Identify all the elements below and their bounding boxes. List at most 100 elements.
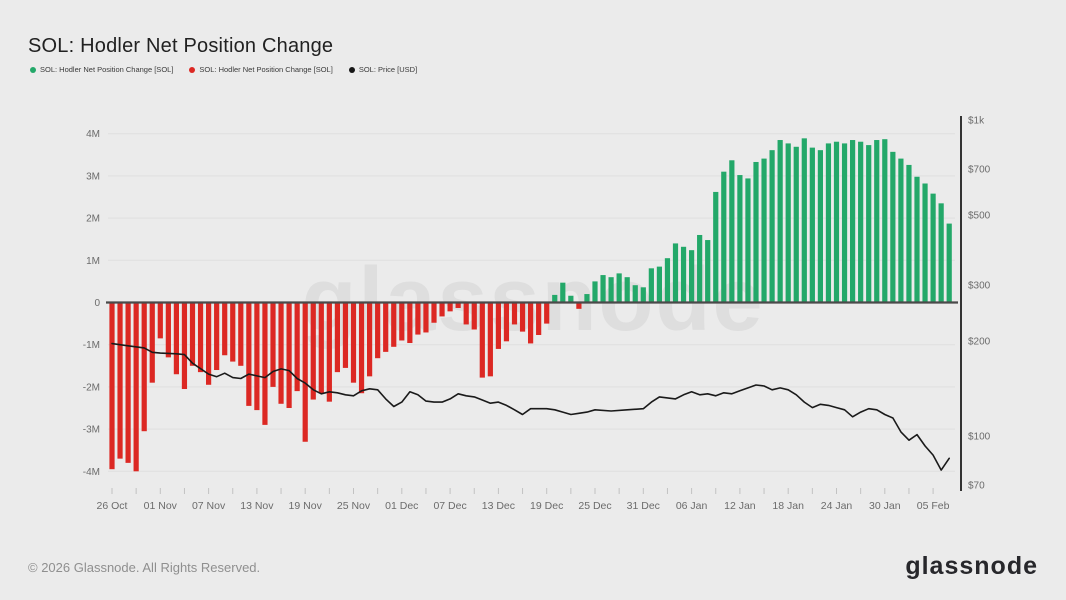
hnpc-bar[interactable] [608, 277, 614, 303]
hnpc-bar[interactable] [383, 302, 389, 352]
hnpc-bar[interactable] [785, 143, 791, 303]
hnpc-bar[interactable] [866, 145, 872, 303]
hnpc-bar[interactable] [375, 302, 381, 359]
legend-item-2[interactable]: SOL: Price [USD] [348, 65, 417, 74]
hnpc-bar[interactable] [664, 258, 671, 303]
hnpc-bar[interactable] [125, 302, 131, 463]
hnpc-bar[interactable] [745, 178, 751, 303]
hnpc-bar[interactable] [326, 302, 332, 402]
hnpc-bar[interactable] [793, 146, 799, 303]
hnpc-bar[interactable] [189, 302, 196, 366]
hnpc-bar[interactable] [214, 302, 220, 371]
hnpc-bar[interactable] [890, 151, 896, 303]
hnpc-bar[interactable] [286, 302, 292, 409]
hnpc-bar[interactable] [825, 143, 832, 303]
hnpc-bar[interactable] [616, 273, 622, 303]
hnpc-bar[interactable] [447, 302, 453, 312]
hnpc-bar[interactable] [850, 140, 856, 303]
hnpc-bar[interactable] [906, 164, 912, 303]
hnpc-bar[interactable] [833, 141, 840, 303]
hnpc-bar[interactable] [648, 268, 654, 303]
hnpc-bar[interactable] [254, 302, 260, 411]
hnpc-bar[interactable] [930, 193, 936, 303]
hnpc-bar[interactable] [680, 246, 687, 303]
hnpc-bar[interactable] [769, 150, 775, 303]
hnpc-bar[interactable] [246, 302, 252, 406]
hnpc-bar[interactable] [117, 302, 123, 459]
hnpc-bar[interactable] [318, 302, 324, 394]
hnpc-bar[interactable] [230, 302, 236, 362]
legend-item-1[interactable]: SOL: Hodler Net Position Change [SOL] [189, 65, 333, 74]
hnpc-bar[interactable] [705, 240, 711, 303]
hnpc-bar[interactable] [697, 234, 703, 303]
hnpc-bar[interactable] [632, 285, 638, 303]
hnpc-bar[interactable] [721, 171, 727, 303]
hnpc-bar[interactable] [270, 302, 276, 387]
legend-item-0[interactable]: SOL: Hodler Net Position Change [SOL] [30, 65, 173, 74]
hnpc-bar[interactable] [640, 287, 646, 303]
hnpc-bar[interactable] [874, 140, 880, 303]
hnpc-bar[interactable] [809, 147, 815, 303]
hnpc-bar[interactable] [399, 302, 405, 341]
hnpc-bar[interactable] [173, 302, 179, 375]
hnpc-bar[interactable] [294, 302, 300, 392]
hnpc-bar[interactable] [544, 302, 550, 324]
hnpc-bar[interactable] [222, 302, 228, 356]
hnpc-bar[interactable] [713, 191, 719, 303]
hnpc-bar[interactable] [938, 203, 944, 303]
hnpc-bar[interactable] [552, 294, 558, 303]
hnpc-bar[interactable] [157, 302, 163, 339]
hnpc-bar[interactable] [181, 302, 188, 390]
hnpc-bar[interactable] [817, 150, 823, 303]
hnpc-bar[interactable] [109, 302, 115, 470]
hnpc-bar[interactable] [536, 302, 542, 335]
hnpc-bar[interactable] [841, 143, 848, 303]
hnpc-bar[interactable] [858, 141, 864, 303]
hnpc-bar[interactable] [761, 158, 767, 303]
hnpc-bar[interactable] [511, 302, 518, 325]
hnpc-bar[interactable] [729, 160, 735, 303]
hnpc-bar[interactable] [584, 294, 590, 303]
hnpc-bar[interactable] [882, 139, 888, 303]
hnpc-bar[interactable] [133, 302, 139, 472]
hnpc-bar[interactable] [495, 302, 501, 349]
hnpc-bar[interactable] [592, 281, 598, 303]
hnpc-bar[interactable] [576, 302, 582, 309]
hnpc-bar[interactable] [367, 302, 373, 377]
hnpc-bar[interactable] [487, 302, 493, 377]
hnpc-bar[interactable] [801, 138, 807, 303]
hnpc-bar[interactable] [922, 183, 928, 303]
hnpc-bar[interactable] [672, 243, 679, 303]
hnpc-bar[interactable] [358, 302, 365, 394]
hnpc-bar[interactable] [407, 302, 413, 344]
hnpc-bar[interactable] [197, 302, 204, 373]
hnpc-bar[interactable] [914, 176, 920, 303]
hnpc-bar[interactable] [479, 302, 485, 378]
hnpc-bar[interactable] [334, 302, 340, 373]
hnpc-bar[interactable] [302, 302, 308, 442]
hnpc-bar[interactable] [560, 282, 566, 303]
hnpc-bar[interactable] [141, 302, 147, 432]
hnpc-bar[interactable] [624, 277, 630, 303]
hnpc-bar[interactable] [238, 302, 244, 366]
hnpc-bar[interactable] [777, 140, 783, 303]
hnpc-bar[interactable] [149, 302, 155, 383]
hnpc-bar[interactable] [206, 302, 212, 385]
hnpc-bar[interactable] [471, 302, 477, 330]
hnpc-bar[interactable] [946, 223, 952, 303]
hnpc-bar[interactable] [600, 275, 606, 303]
hnpc-bar[interactable] [898, 158, 904, 303]
hnpc-bar[interactable] [350, 302, 357, 383]
hnpc-bar[interactable] [415, 302, 421, 335]
hnpc-bar[interactable] [503, 302, 510, 342]
hnpc-bar[interactable] [568, 295, 574, 303]
hnpc-bar[interactable] [519, 302, 526, 332]
hnpc-bar[interactable] [455, 302, 461, 308]
hnpc-bar[interactable] [278, 302, 284, 404]
hnpc-bar[interactable] [431, 302, 437, 323]
price-line[interactable] [111, 342, 951, 471]
hnpc-bar[interactable] [423, 302, 429, 333]
hnpc-bar[interactable] [737, 175, 743, 303]
hnpc-bar[interactable] [689, 250, 695, 303]
hnpc-bar[interactable] [528, 302, 534, 344]
